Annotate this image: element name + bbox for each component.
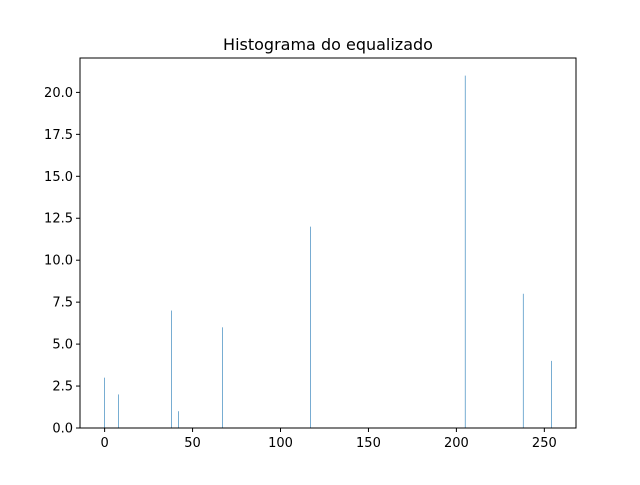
histogram-bar	[178, 411, 179, 428]
histogram-bar	[522, 293, 524, 428]
histogram-bar	[118, 394, 119, 428]
y-tick-label: 20.0	[44, 86, 73, 101]
y-tick-label: 0.0	[52, 422, 73, 437]
y-tick-label: 10.0	[44, 254, 73, 269]
chart-title: Histograma do equalizado	[223, 35, 433, 54]
plot-frame	[79, 57, 577, 429]
y-tick-label: 7.5	[52, 296, 73, 311]
histogram-bar	[310, 226, 311, 428]
y-tick-label: 5.0	[52, 338, 73, 353]
y-tick-label: 17.5	[44, 128, 73, 143]
histogram-bar	[171, 310, 172, 428]
x-tick-label: 150	[356, 436, 381, 451]
y-tick-label: 2.5	[52, 380, 73, 395]
x-tick-label: 0	[100, 436, 108, 451]
x-tick-label: 200	[444, 436, 469, 451]
x-tick-label: 250	[532, 436, 557, 451]
y-axis-ticks: 0.0 2.5 5.0 7.5 10.0 12.5 15.0 17.5 20.0	[44, 86, 80, 437]
histogram-bar	[104, 377, 105, 428]
x-tick-label: 100	[268, 436, 293, 451]
x-tick-label: 50	[184, 436, 201, 451]
y-tick-label: 15.0	[44, 170, 73, 185]
histogram-bar	[464, 75, 466, 429]
histogram-bar	[551, 360, 552, 428]
bars-group	[104, 75, 552, 429]
x-axis-ticks: 0 50 100 150 200 250	[100, 428, 557, 451]
y-tick-label: 12.5	[44, 212, 73, 227]
histogram-bar	[222, 327, 223, 428]
